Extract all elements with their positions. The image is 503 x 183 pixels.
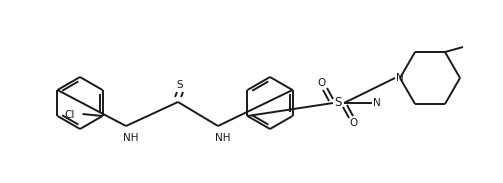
Text: NH: NH: [215, 133, 231, 143]
Text: O: O: [350, 118, 358, 128]
Text: NH: NH: [123, 133, 139, 143]
Text: Cl: Cl: [64, 110, 74, 120]
Text: O: O: [318, 78, 326, 88]
Text: S: S: [334, 96, 342, 109]
Text: N: N: [396, 73, 404, 83]
Text: S: S: [177, 80, 183, 90]
Text: N: N: [373, 98, 381, 108]
